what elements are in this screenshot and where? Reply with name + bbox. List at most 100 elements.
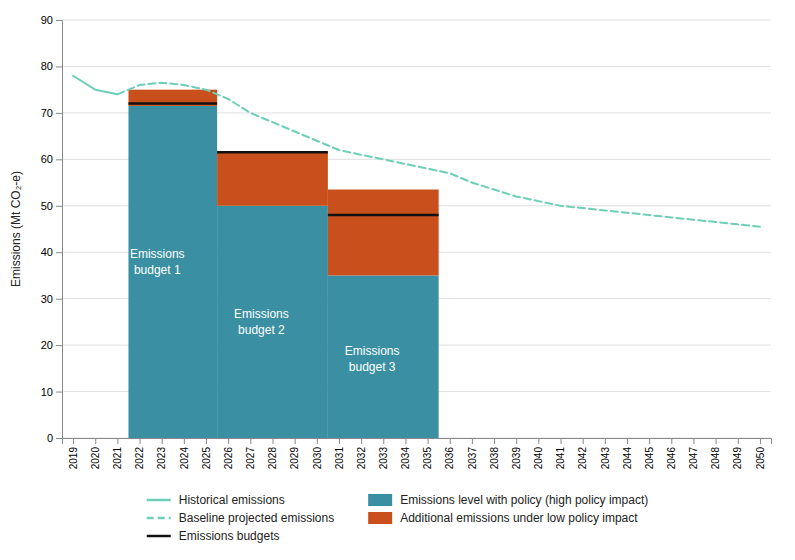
- tick-mark: [56, 252, 62, 253]
- tick-mark: [56, 345, 62, 346]
- tick: 2031: [334, 438, 345, 469]
- tick: 2022: [134, 438, 145, 469]
- tick-mark: [494, 438, 495, 444]
- bar-segment: [328, 190, 439, 276]
- tick-label: 2044: [622, 447, 633, 470]
- tick: 2029: [289, 438, 300, 469]
- tick: 2020: [90, 438, 101, 469]
- tick-mark: [56, 20, 62, 21]
- tick: 2021: [112, 438, 123, 469]
- tick-label: 20: [41, 339, 53, 351]
- tick-label: 50: [41, 200, 53, 212]
- tick-mark: [117, 438, 118, 444]
- tick-label: 2041: [555, 447, 566, 470]
- annotation-line: budget 1: [134, 263, 181, 277]
- legend-column: Emissions level with policy (high policy…: [368, 493, 648, 525]
- tick: 2039: [511, 438, 522, 469]
- tick-mark: [605, 438, 606, 444]
- budget-line: [328, 214, 439, 217]
- grid-line: [62, 66, 771, 67]
- line: [117, 83, 760, 227]
- tick-mark: [295, 438, 296, 444]
- tick-mark: [250, 438, 251, 444]
- tick-label: 2039: [511, 447, 522, 470]
- tick: 70: [41, 107, 62, 119]
- tick-label: 2050: [755, 447, 766, 470]
- tick-label: 0: [47, 432, 53, 444]
- tick: 30: [41, 293, 62, 305]
- legend-item: Historical emissions: [147, 493, 285, 507]
- tick-label: 80: [41, 60, 53, 72]
- tick: 0: [47, 432, 62, 444]
- tick-mark: [56, 438, 62, 439]
- annotation-line: Emissions: [130, 247, 185, 261]
- tick-label: 2045: [644, 447, 655, 470]
- annotations: Emissionsbudget 1Emissionsbudget 2Emissi…: [130, 247, 400, 375]
- tick-label: 60: [41, 153, 53, 165]
- tick-mark: [627, 438, 628, 444]
- tick-label: 2034: [400, 447, 411, 470]
- tick: 2041: [555, 438, 566, 469]
- tick-mark: [738, 438, 739, 444]
- tick-label: 2037: [467, 447, 478, 470]
- tick-label: 2026: [223, 447, 234, 470]
- legend-swatch: [368, 494, 392, 506]
- tick: 2040: [533, 438, 544, 469]
- tick-label: 70: [41, 107, 53, 119]
- grid-line: [62, 20, 771, 21]
- annotation-line: budget 3: [349, 360, 396, 374]
- tick-label: 2024: [179, 447, 190, 470]
- annotation-line: budget 2: [238, 323, 285, 337]
- legend-swatch: [147, 517, 171, 520]
- legend-label: Baseline projected emissions: [179, 511, 334, 525]
- budget-line: [128, 102, 217, 105]
- tick-mark: [56, 206, 62, 207]
- tick-mark: [272, 438, 273, 444]
- tick: 2046: [666, 438, 677, 469]
- tick-mark: [760, 438, 761, 444]
- y-axis-title: Emissions (Mt CO₂-e): [9, 171, 23, 287]
- tick-label: 2033: [378, 447, 389, 470]
- tick-mark: [361, 438, 362, 444]
- tick: 80: [41, 60, 62, 72]
- tick-mark: [428, 438, 429, 444]
- tick: 2019: [68, 438, 79, 469]
- bar-segment: [128, 90, 217, 106]
- tick: 2042: [577, 438, 588, 469]
- tick-label: 2022: [134, 447, 145, 470]
- tick-mark: [693, 438, 694, 444]
- legend-label: Additional emissions under low policy im…: [400, 511, 638, 525]
- legend-swatch: [368, 512, 392, 524]
- tick-mark: [56, 392, 62, 393]
- tick-label: 2047: [688, 447, 699, 470]
- tick-label: 30: [41, 293, 53, 305]
- tick-label: 2038: [489, 447, 500, 470]
- tick-label: 2032: [356, 447, 367, 470]
- tick-mark: [317, 438, 318, 444]
- bar-segment: [217, 152, 328, 205]
- tick: 90: [41, 14, 62, 26]
- legend-item: Baseline projected emissions: [147, 511, 334, 525]
- tick: 50: [41, 200, 62, 212]
- axis-line: [56, 21, 63, 439]
- tick: 2044: [622, 438, 633, 469]
- tick-label: 2048: [710, 447, 721, 470]
- tick: 2035: [422, 438, 433, 469]
- tick: 2026: [223, 438, 234, 469]
- tick-mark: [383, 438, 384, 444]
- tick-mark: [516, 438, 517, 444]
- legend-item: Additional emissions under low policy im…: [368, 511, 638, 525]
- tick: 2032: [356, 438, 367, 469]
- tick: 20: [41, 339, 62, 351]
- legend-label: Emissions budgets: [179, 529, 280, 543]
- tick-label: 2021: [112, 447, 123, 470]
- tick: 2037: [467, 438, 478, 469]
- tick-mark: [339, 438, 340, 444]
- tick-mark: [56, 159, 62, 160]
- tick: 2050: [755, 438, 766, 469]
- y-axis: 0102030405060708090: [41, 14, 63, 444]
- tick-mark: [716, 438, 717, 444]
- tick-mark: [671, 438, 672, 444]
- tick-mark: [538, 438, 539, 444]
- tick: 2036: [444, 438, 455, 469]
